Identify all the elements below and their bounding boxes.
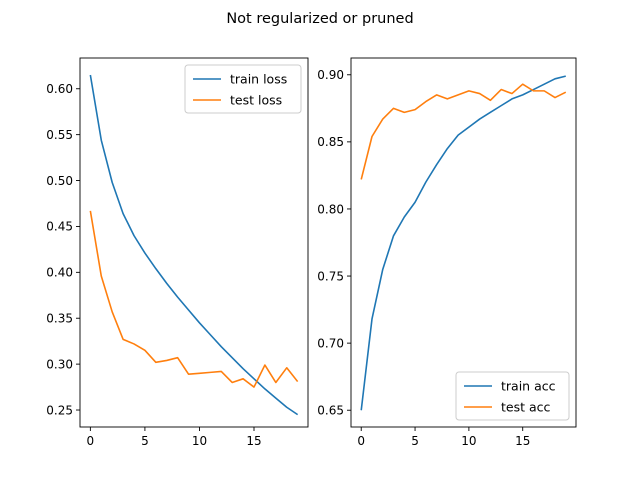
legend-label: test loss	[230, 93, 282, 108]
legend-label: train acc	[501, 379, 556, 394]
y-tick-label: 0.70	[317, 336, 344, 350]
x-tick-label: 0	[357, 434, 365, 448]
series-line-test-acc	[360, 83, 567, 180]
y-tick-label: 0.30	[46, 357, 73, 371]
legend-box	[184, 64, 302, 114]
series-line-train-loss	[89, 74, 299, 416]
y-tick-label: 0.60	[46, 82, 73, 96]
x-tick-label: 15	[246, 434, 261, 448]
legend-box	[455, 371, 570, 421]
y-tick-label: 0.45	[46, 220, 73, 234]
y-tick-label: 0.25	[46, 403, 73, 417]
y-tick-label: 0.80	[317, 202, 344, 216]
x-tick-label: 5	[411, 434, 419, 448]
legend: train loss test loss	[184, 64, 302, 114]
x-tick-label: 15	[515, 434, 530, 448]
y-tick-label: 0.75	[317, 269, 344, 283]
y-tick-label: 0.90	[317, 68, 344, 82]
y-tick-label: 0.85	[317, 135, 344, 149]
x-tick-label: 10	[461, 434, 476, 448]
legend-label: train loss	[230, 72, 287, 87]
y-tick-label: 0.55	[46, 128, 73, 142]
x-tick-label: 5	[141, 434, 149, 448]
x-tick-label: 0	[87, 434, 95, 448]
x-tick-label: 10	[192, 434, 207, 448]
axes-frame	[79, 57, 309, 428]
y-tick-label: 0.35	[46, 312, 73, 326]
legend: train acc test acc	[455, 371, 570, 421]
figure-suptitle: Not regularized or pruned	[226, 11, 413, 27]
legend-label: test acc	[501, 400, 551, 415]
y-tick-label: 0.40	[46, 266, 73, 280]
y-tick-label: 0.65	[317, 404, 344, 418]
loss-chart: 0 5 10 15 0.25 0.30 0.35 0.40 0.45 0.50 0.55 0.60 tr…	[46, 57, 309, 448]
series-line-test-loss	[89, 210, 299, 388]
y-tick-label: 0.50	[46, 174, 73, 188]
axes-frame	[350, 57, 577, 428]
